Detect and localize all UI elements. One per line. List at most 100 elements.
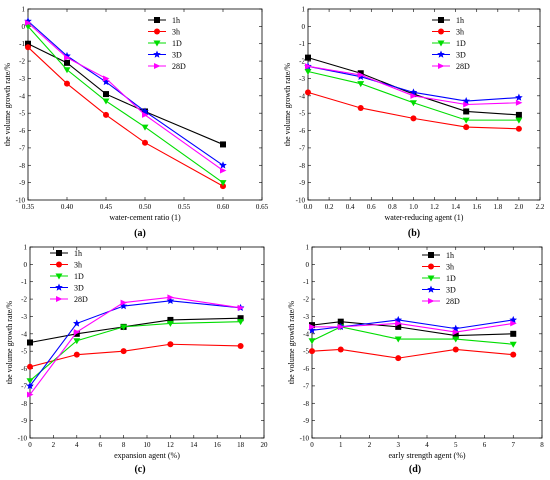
data-point-1h [510,330,517,337]
series-line-1h [307,57,519,116]
y-tick-label: -2 [303,296,309,304]
legend-label: 28D [172,62,186,71]
data-point-3h [237,342,244,349]
data-point-3h [309,348,315,355]
data-point-28D [357,71,365,78]
x-tick-label: 16 [214,441,222,449]
y-tick-label: -10 [296,197,306,205]
x-tick-label: 0.0 [304,203,313,211]
data-point-1h [220,141,226,148]
y-tick-label: -3 [19,75,25,83]
legend-marker [56,296,63,302]
y-tick-label: 0 [302,23,306,31]
y-tick-label: -3 [21,313,27,321]
y-axis-title: the volume growth rate/% [283,63,292,147]
series-line-1h [29,317,241,344]
y-tick-label: -4 [21,330,27,338]
y-tick-label: -4 [19,92,25,100]
data-point-3h [463,124,470,131]
y-tick-label: 0 [306,261,310,269]
x-axis-title: expansion agent (%) [114,451,180,460]
x-tick-label: 1.8 [493,203,502,211]
x-tick-label: 5 [454,441,458,449]
x-tick-label: 1 [339,441,343,449]
data-point-3h [357,104,364,111]
x-axis-title: water-reducing agent (1) [385,213,464,222]
x-tick-label: 0.60 [217,203,230,211]
y-tick-label: -2 [21,296,27,304]
x-tick-label: 8 [540,441,544,449]
data-point-28D [25,19,32,26]
data-point-3D [119,302,128,310]
x-axis-title: water-cement ratio (1) [109,213,181,222]
y-tick-label: -7 [19,144,25,152]
x-tick-label: 0 [28,441,32,449]
data-point-3h [120,348,127,355]
legend-label: 3D [456,51,466,60]
legend-label: 3h [456,28,464,37]
x-tick-label: 10 [144,441,152,449]
x-tick-label: 1.4 [451,203,460,211]
series-line-1D [29,321,241,382]
x-tick-label: 2.0 [515,203,524,211]
y-tick-label: -6 [19,127,25,135]
legend-marker [438,17,444,23]
series-line-28D [307,65,519,106]
series-line-3D [29,300,241,387]
x-tick-label: 1.2 [430,203,439,211]
x-tick-label: 1.0 [409,203,418,211]
legend-label: 1h [446,251,454,260]
data-point-1D [219,180,227,187]
legend-label: 3D [172,51,182,60]
legend-label: 1D [456,39,466,48]
y-tick-label: -2 [299,58,305,66]
legend-marker [428,298,435,304]
data-point-3h [515,125,522,132]
legend-marker [154,28,160,35]
y-tick-label: -1 [303,278,309,286]
legend-marker [438,28,444,35]
data-point-28D [337,323,345,330]
data-point-1h [237,315,244,322]
series-line-3D [27,20,224,166]
legend-label: 1h [172,16,180,25]
data-point-1h [305,54,311,61]
legend-label: 3D [74,284,84,293]
legend-marker [428,263,434,270]
legend-marker [153,50,161,58]
data-point-1D [141,124,149,131]
data-point-1D [120,324,128,331]
y-tick-label: -10 [300,435,310,443]
y-tick-label: -3 [303,313,309,321]
data-point-3h [337,346,344,353]
data-point-3h [27,363,33,370]
data-point-1h [167,316,174,323]
y-tick-label: -3 [299,75,305,83]
x-tick-label: 0.4 [346,203,355,211]
data-point-1h [395,323,402,330]
x-tick-label: 0 [310,441,314,449]
y-tick-label: -5 [19,110,25,118]
x-tick-label: 2 [368,441,372,449]
data-point-1D [24,23,32,30]
x-tick-label: 8 [122,441,126,449]
chart-panel-3: 0 2 4 6 8 10 12 14 16 18 20-10-9-8-7-6-5-4-3-2-101… [5,244,268,476]
x-tick-label: 14 [190,441,198,449]
y-tick-label: -9 [21,417,27,425]
legend-label: 3h [172,28,180,37]
data-point-28D [452,329,460,336]
x-tick-label: 0.8 [388,203,397,211]
legend-label: 28D [446,297,460,306]
y-tick-label: -4 [303,330,309,338]
legend-marker [56,261,62,268]
data-point-3h [64,80,70,87]
y-tick-label: -5 [303,348,309,356]
data-point-1D [63,67,71,74]
data-point-1D [166,320,174,327]
legend-label: 3h [74,261,82,270]
legend-label: 3h [446,263,454,272]
legend-marker [154,17,160,23]
panel-label: (d) [409,464,421,475]
